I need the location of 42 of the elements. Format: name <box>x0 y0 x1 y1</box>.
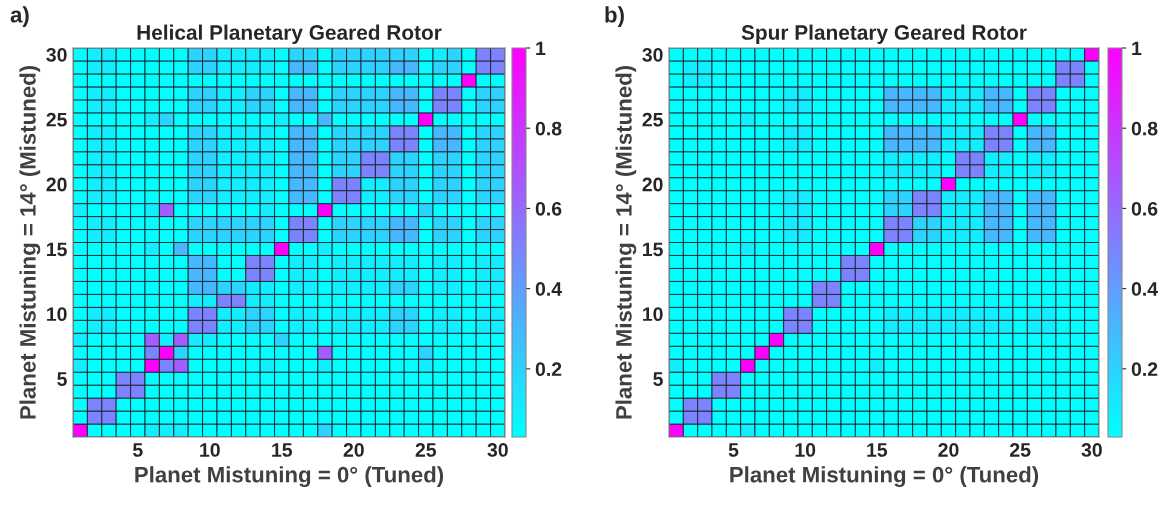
x-tick-label: 15 <box>867 443 888 457</box>
color-bar-label: 1 <box>1132 41 1142 56</box>
y-tick-label: 10 <box>643 307 663 322</box>
chart-title: Spur Planetary Geared Rotor <box>741 24 1027 44</box>
x-tick-label: 30 <box>1081 443 1102 457</box>
color-bar-label: 0.4 <box>1131 282 1158 296</box>
color-bar-label: 1 <box>536 41 546 56</box>
color-bar-label: 0.2 <box>535 362 562 377</box>
x-tick-label: 15 <box>272 443 293 457</box>
x-tick-label: 5 <box>132 443 143 457</box>
x-tick-label: 25 <box>1010 443 1031 457</box>
y-tick-label: 10 <box>47 307 67 322</box>
y-axis-title: Planet Mistuning = 14° (Mistuned) <box>19 65 41 419</box>
y-tick-label: 15 <box>47 242 67 257</box>
y-tick-label: 20 <box>642 177 663 192</box>
y-tick-label: 30 <box>46 47 67 62</box>
y-tick-label: 25 <box>46 112 67 127</box>
x-tick-label: 30 <box>487 443 508 457</box>
x-tick-label: 25 <box>415 443 437 457</box>
color-bar-label: 0.8 <box>535 121 562 136</box>
color-bar-label: 0.8 <box>1131 121 1158 136</box>
color-bar-label: 0.6 <box>1131 201 1158 216</box>
y-tick-label: 5 <box>57 372 67 386</box>
y-tick-label: 25 <box>642 112 663 127</box>
color-bar-label: 0.2 <box>1131 362 1158 377</box>
y-tick-label: 5 <box>653 372 663 386</box>
x-tick-label: 10 <box>795 443 816 457</box>
x-tick-label: 20 <box>938 443 959 457</box>
x-tick-label: 5 <box>728 443 739 457</box>
chart-title: Helical Planetary Geared Rotor <box>137 24 442 44</box>
text: b) <box>605 6 624 27</box>
y-tick-label: 30 <box>642 47 663 62</box>
color-bar-label: 0.4 <box>535 282 562 296</box>
y-axis-title: Planet Mistuning = 14° (Mistuned) <box>615 65 637 419</box>
color-bar-label: 0.6 <box>535 201 562 216</box>
x-tick-label: 20 <box>343 443 364 457</box>
text: a) <box>10 6 29 27</box>
x-tick-label: 10 <box>200 443 220 457</box>
x-axis-title: Planet Mistuning = 0° (Tuned) <box>135 466 444 488</box>
x-axis-title: Planet Mistuning = 0° (Tuned) <box>730 466 1039 488</box>
y-tick-label: 15 <box>643 242 663 257</box>
y-tick-label: 20 <box>46 177 67 192</box>
